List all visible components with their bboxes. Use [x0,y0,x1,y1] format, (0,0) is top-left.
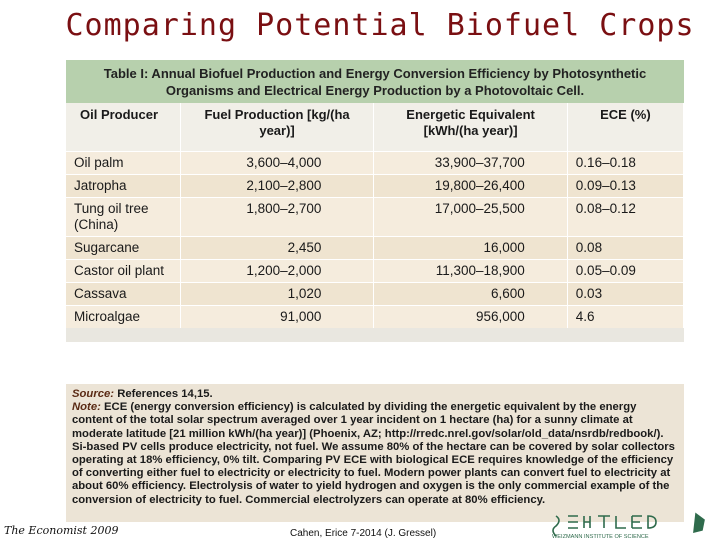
biofuel-table: Oil Producer Fuel Production [kg/(ha yea… [66,103,685,328]
cell-ece: 4.6 [567,305,685,328]
table-caption-line1: Table I: Annual Biofuel Production and E… [103,66,647,81]
cell-fuel: 1,800–2,700 [180,197,375,237]
table-row: Tung oil tree (China) 1,800–2,700 17,000… [66,197,685,237]
cell-producer: Cassava [66,282,181,306]
cell-energy: 19,800–26,400 [373,174,568,198]
note-label: Note: [72,401,101,414]
table-row: Castor oil plant 1,200–2,000 11,300–18,9… [66,259,685,283]
cell-ece: 0.08–0.12 [567,197,685,237]
biofuel-table-panel: Table I: Annual Biofuel Production and E… [66,60,685,342]
cell-ece: 0.16–0.18 [567,151,685,175]
slide-credit: Cahen, Erice 7-2014 (J. Gressel) [290,528,437,539]
table-row: Jatropha 2,100–2,800 19,800–26,400 0.09–… [66,174,685,198]
cell-ece: 0.08 [567,236,685,260]
table-caption: Table I: Annual Biofuel Production and E… [66,60,684,103]
table-row: Microalgae 91,000 956,000 4.6 [66,305,685,328]
source-line: Source: References 14,15. [72,388,678,401]
cell-energy: 16,000 [373,236,568,260]
cell-energy: 17,000–25,500 [373,197,568,237]
logo-text: WEIZMANN INSTITUTE OF SCIENCE [552,534,649,540]
cell-energy: 6,600 [373,282,568,306]
header-ece: ECE (%) [567,103,685,152]
cell-ece: 0.03 [567,282,685,306]
cell-fuel: 2,450 [180,236,375,260]
source-label: Source: [72,388,115,400]
cell-energy: 33,900–37,700 [373,151,568,175]
cell-producer: Oil palm [66,151,181,175]
header-energetic-equivalent: Energetic Equivalent [kWh/(ha year)] [373,103,568,152]
cell-fuel: 1,020 [180,282,375,306]
note-paragraph: Note: ECE (energy conversion efficiency)… [72,401,678,507]
source-text: References 14,15. [114,388,213,400]
cell-fuel: 3,600–4,000 [180,151,375,175]
cell-fuel: 1,200–2,000 [180,259,375,283]
slide-title: Comparing Potential Biofuel Crops [65,8,695,43]
cell-fuel: 2,100–2,800 [180,174,375,198]
cell-energy: 956,000 [373,305,568,328]
table-caption-line2: Organisms and Electrical Energy Producti… [165,83,585,98]
cell-ece: 0.05–0.09 [567,259,685,283]
header-oil-producer: Oil Producer [66,103,181,152]
cell-producer: Microalgae [66,305,181,328]
table-row: Oil palm 3,600–4,000 33,900–37,700 0.16–… [66,151,685,175]
cell-fuel: 91,000 [180,305,375,328]
weizmann-logo: WEIZMANN INSTITUTE OF SCIENCE [552,512,705,540]
cell-producer: Tung oil tree (China) [66,197,181,237]
cell-producer: Castor oil plant [66,259,181,283]
note-text: ECE (energy conversion efficiency) is ca… [72,401,675,506]
cell-ece: 0.09–0.13 [567,174,685,198]
table-row: Sugarcane 2,450 16,000 0.08 [66,236,685,260]
source-note-panel: Source: References 14,15. Note: ECE (ene… [66,384,684,522]
economist-citation: The Economist 2009 [4,524,119,537]
cell-producer: Jatropha [66,174,181,198]
cell-energy: 11,300–18,900 [373,259,568,283]
header-fuel-production: Fuel Production [kg/(ha year)] [180,103,375,152]
table-row: Cassava 1,020 6,600 0.03 [66,282,685,306]
table-header-row: Oil Producer Fuel Production [kg/(ha yea… [66,103,685,152]
cell-producer: Sugarcane [66,236,181,260]
